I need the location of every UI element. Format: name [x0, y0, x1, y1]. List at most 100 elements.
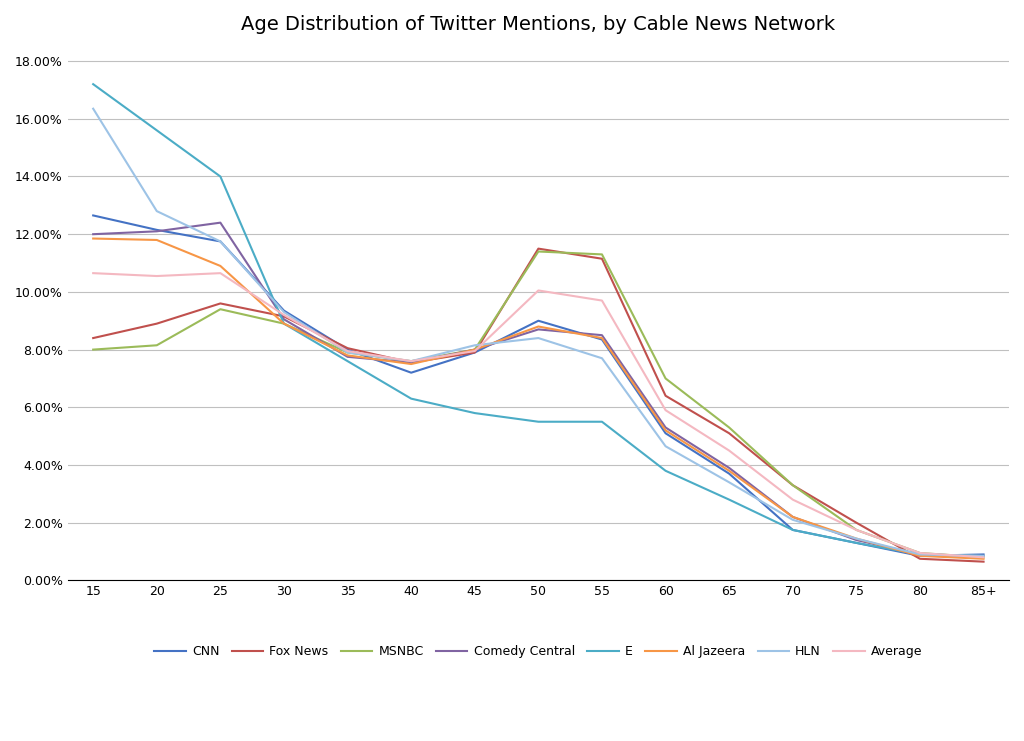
- E: [786, 525, 799, 534]
- E: [723, 495, 735, 504]
- CNN: [406, 368, 418, 377]
- MSNBC: [214, 305, 226, 313]
- Average: [786, 495, 799, 504]
- Al Jazeera: [850, 534, 862, 543]
- Fox News: [406, 358, 418, 367]
- HLN: [278, 308, 290, 316]
- CNN: [596, 335, 608, 344]
- HLN: [723, 478, 735, 487]
- HLN: [87, 104, 99, 113]
- Fox News: [596, 254, 608, 263]
- HLN: [786, 516, 799, 525]
- Fox News: [214, 299, 226, 308]
- Average: [723, 446, 735, 455]
- Al Jazeera: [406, 359, 418, 368]
- Fox News: [659, 391, 672, 400]
- CNN: [723, 469, 735, 478]
- HLN: [341, 348, 353, 357]
- Comedy Central: [532, 325, 545, 334]
- HLN: [978, 551, 990, 560]
- Line: Fox News: Fox News: [93, 249, 984, 562]
- E: [341, 356, 353, 365]
- MSNBC: [850, 525, 862, 534]
- Al Jazeera: [786, 513, 799, 522]
- Al Jazeera: [278, 319, 290, 328]
- Line: E: E: [93, 84, 984, 556]
- CNN: [786, 525, 799, 534]
- CNN: [278, 306, 290, 315]
- Fox News: [278, 312, 290, 321]
- Fox News: [151, 319, 163, 328]
- Fox News: [850, 518, 862, 527]
- Comedy Central: [87, 230, 99, 239]
- Average: [278, 310, 290, 319]
- HLN: [214, 237, 226, 246]
- MSNBC: [659, 374, 672, 383]
- HLN: [151, 207, 163, 216]
- CNN: [532, 316, 545, 325]
- E: [596, 417, 608, 426]
- E: [406, 394, 418, 403]
- Legend: CNN, Fox News, MSNBC, Comedy Central, E, Al Jazeera, HLN, Average: CNN, Fox News, MSNBC, Comedy Central, E,…: [150, 640, 928, 663]
- MSNBC: [406, 356, 418, 365]
- HLN: [532, 333, 545, 342]
- MSNBC: [278, 319, 290, 328]
- HLN: [596, 353, 608, 362]
- E: [469, 408, 481, 417]
- Average: [214, 269, 226, 278]
- Comedy Central: [978, 551, 990, 560]
- Fox News: [341, 344, 353, 353]
- E: [87, 80, 99, 89]
- Comedy Central: [913, 550, 926, 559]
- Title: Age Distribution of Twitter Mentions, by Cable News Network: Age Distribution of Twitter Mentions, by…: [242, 15, 836, 34]
- HLN: [406, 356, 418, 365]
- MSNBC: [786, 481, 799, 490]
- E: [278, 319, 290, 328]
- Line: Average: Average: [93, 273, 984, 557]
- Fox News: [723, 429, 735, 438]
- Fox News: [786, 481, 799, 490]
- Comedy Central: [278, 315, 290, 324]
- Average: [659, 406, 672, 415]
- CNN: [151, 225, 163, 234]
- HLN: [850, 534, 862, 543]
- Line: Al Jazeera: Al Jazeera: [93, 239, 984, 559]
- E: [913, 550, 926, 559]
- Fox News: [87, 333, 99, 342]
- Fox News: [913, 554, 926, 563]
- Average: [341, 347, 353, 356]
- MSNBC: [469, 345, 481, 354]
- Line: Comedy Central: Comedy Central: [93, 222, 984, 556]
- Al Jazeera: [151, 236, 163, 245]
- Fox News: [532, 245, 545, 253]
- Al Jazeera: [978, 554, 990, 563]
- Al Jazeera: [596, 333, 608, 342]
- Average: [913, 548, 926, 557]
- E: [532, 417, 545, 426]
- CNN: [913, 551, 926, 560]
- E: [151, 126, 163, 135]
- Average: [850, 525, 862, 534]
- Comedy Central: [596, 330, 608, 339]
- Comedy Central: [659, 423, 672, 432]
- Average: [151, 272, 163, 281]
- E: [978, 551, 990, 560]
- MSNBC: [596, 250, 608, 259]
- MSNBC: [87, 345, 99, 354]
- MSNBC: [341, 348, 353, 357]
- MSNBC: [723, 423, 735, 432]
- Line: CNN: CNN: [93, 216, 984, 556]
- Average: [469, 347, 481, 356]
- Fox News: [978, 557, 990, 566]
- MSNBC: [532, 247, 545, 256]
- Comedy Central: [341, 353, 353, 362]
- CNN: [214, 237, 226, 246]
- E: [850, 539, 862, 548]
- Al Jazeera: [87, 234, 99, 243]
- Comedy Central: [151, 227, 163, 236]
- Fox News: [469, 348, 481, 357]
- Comedy Central: [214, 218, 226, 227]
- CNN: [87, 211, 99, 220]
- Comedy Central: [723, 463, 735, 472]
- E: [214, 172, 226, 181]
